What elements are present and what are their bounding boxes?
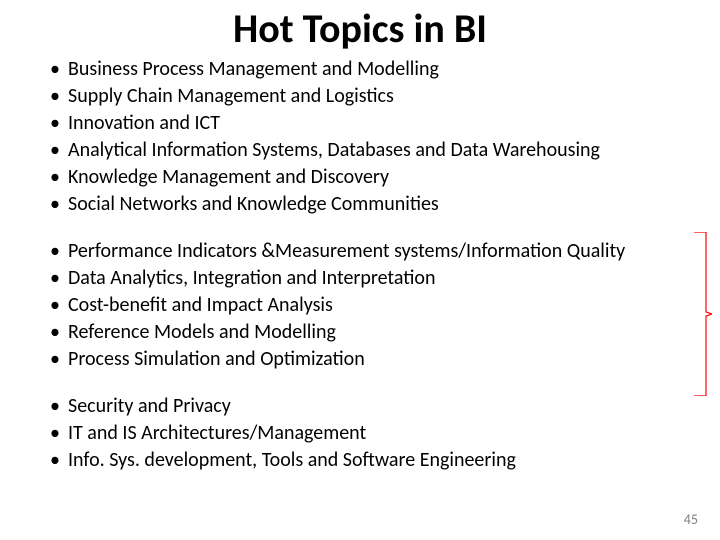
bullet-group-3: Security and Privacy IT and IS Architect… — [24, 393, 696, 474]
slide: Hot Topics in BI Business Process Manage… — [0, 0, 720, 540]
list-item: Cost-benefit and Impact Analysis — [52, 292, 696, 319]
list-item: Social Networks and Knowledge Communitie… — [52, 191, 696, 218]
bullet-group-2: Performance Indicators &Measurement syst… — [24, 238, 696, 373]
list-item: Analytical Information Systems, Database… — [52, 137, 696, 164]
bracket-icon — [694, 232, 712, 396]
list-item: Info. Sys. development, Tools and Softwa… — [52, 447, 696, 474]
list-item: Knowledge Management and Discovery — [52, 164, 696, 191]
list-item: Process Simulation and Optimization — [52, 346, 696, 373]
list-item: IT and IS Architectures/Management — [52, 420, 696, 447]
list-item: Data Analytics, Integration and Interpre… — [52, 265, 696, 292]
bullet-group-1: Business Process Management and Modellin… — [24, 56, 696, 218]
list-item: Performance Indicators &Measurement syst… — [52, 238, 696, 265]
list-item: Security and Privacy — [52, 393, 696, 420]
list-item: Innovation and ICT — [52, 110, 696, 137]
slide-title: Hot Topics in BI — [24, 8, 696, 50]
list-item: Reference Models and Modelling — [52, 319, 696, 346]
page-number: 45 — [684, 511, 698, 528]
list-item: Business Process Management and Modellin… — [52, 56, 696, 83]
list-item: Supply Chain Management and Logistics — [52, 83, 696, 110]
